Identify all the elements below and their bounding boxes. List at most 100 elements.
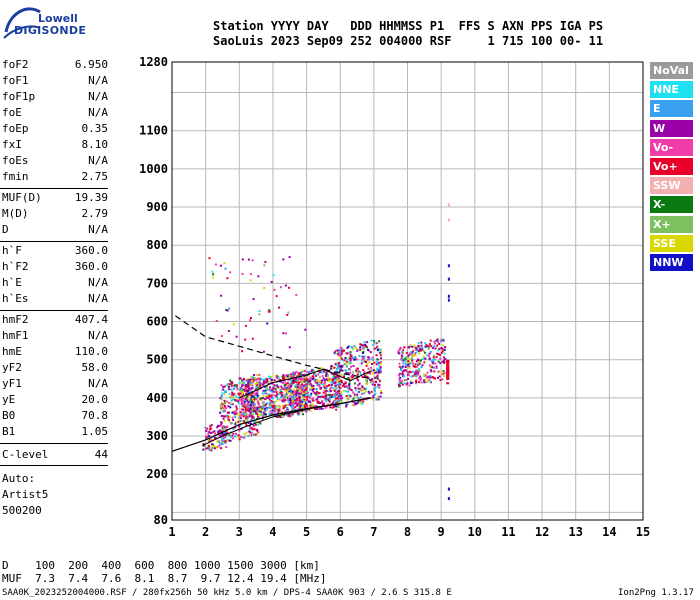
echo-point	[299, 405, 302, 408]
echo-point	[261, 412, 264, 415]
echo-point	[372, 398, 375, 401]
echo-point	[337, 395, 340, 397]
echo-point	[282, 414, 285, 416]
echo-point	[219, 397, 222, 400]
echo-point	[285, 390, 287, 393]
echo-point	[256, 382, 259, 385]
echo-point	[428, 357, 431, 360]
echo-point	[231, 384, 234, 387]
echo-point	[257, 431, 260, 434]
echo-point	[337, 364, 340, 367]
echo-point	[405, 360, 407, 363]
echo-point	[251, 428, 254, 431]
echo-point	[253, 407, 256, 410]
echo-point	[425, 345, 428, 348]
echo-point	[247, 401, 250, 404]
echo-point	[259, 383, 262, 386]
echo-point	[284, 410, 287, 413]
echo-point	[263, 407, 266, 410]
echo-point	[266, 380, 269, 382]
echo-point	[288, 387, 291, 390]
echo-point	[256, 407, 259, 410]
echo-point	[418, 361, 421, 363]
echo-point	[288, 395, 291, 398]
echo-point	[327, 376, 330, 379]
echo-point	[347, 357, 350, 360]
echo-point	[418, 363, 421, 365]
echo-point	[423, 373, 426, 376]
echo-point	[348, 361, 351, 364]
echo-point	[290, 405, 292, 408]
echo-point	[245, 417, 247, 420]
echo-point	[434, 377, 436, 380]
echo-point	[443, 375, 446, 378]
echo-point	[337, 371, 340, 373]
echo-point	[241, 391, 244, 394]
echo-point	[237, 417, 240, 420]
echo-point	[329, 395, 332, 398]
echo-point	[300, 380, 302, 383]
echo-point	[322, 371, 325, 374]
echo-point	[243, 436, 246, 439]
legend-item-vo: Vo-	[650, 138, 693, 156]
y-tick-label: 300	[146, 429, 168, 443]
echo-point	[305, 409, 308, 412]
echo-point	[217, 424, 219, 427]
echo-point	[280, 380, 282, 383]
echo-point	[401, 370, 404, 373]
echo-point	[300, 385, 303, 388]
echo-point	[398, 352, 401, 355]
echo-point	[339, 380, 342, 383]
echo-point	[222, 407, 225, 410]
echo-point	[374, 377, 377, 380]
echo-point	[244, 386, 247, 389]
echo-point	[310, 403, 313, 406]
echo-point	[335, 408, 338, 411]
echo-point	[253, 417, 256, 420]
echo-point	[210, 424, 213, 427]
echo-point	[400, 367, 403, 370]
echo-point	[257, 394, 260, 397]
echo-point	[207, 432, 210, 435]
echo-point	[286, 314, 289, 316]
echo-point	[248, 405, 251, 408]
echo-point	[262, 378, 265, 381]
echo-point	[373, 386, 376, 389]
echo-point	[287, 383, 290, 386]
echo-point	[415, 348, 418, 351]
echo-point	[220, 415, 223, 417]
echo-point	[425, 354, 428, 357]
echo-point	[352, 371, 355, 374]
echo-point	[250, 388, 253, 391]
echo-point	[241, 382, 243, 384]
echo-point	[250, 387, 253, 390]
echo-point	[403, 369, 406, 372]
echo-point	[417, 359, 420, 362]
echo-point	[223, 390, 226, 393]
echo-point	[261, 397, 264, 400]
echo-point	[372, 369, 375, 372]
echo-point	[215, 437, 218, 440]
echo-point	[320, 386, 323, 389]
echo-point	[372, 372, 375, 375]
echo-point	[354, 387, 357, 390]
echo-point	[306, 404, 309, 407]
echo-point	[366, 359, 369, 362]
echo-point	[345, 405, 348, 408]
echo-point	[375, 380, 378, 383]
echo-point	[262, 395, 265, 398]
echo-point	[330, 365, 333, 368]
echo-point	[376, 345, 379, 348]
legend-item-e: E	[650, 100, 693, 118]
echo-point	[211, 447, 214, 449]
echo-point	[262, 414, 265, 417]
echo-point	[411, 357, 414, 360]
echo-point	[434, 342, 437, 345]
echo-point	[373, 347, 376, 350]
echo-point	[379, 354, 382, 357]
echo-point	[219, 411, 222, 414]
echo-point	[338, 367, 341, 370]
echo-point	[242, 380, 245, 383]
echo-point	[344, 390, 347, 393]
echo-point	[369, 358, 372, 361]
